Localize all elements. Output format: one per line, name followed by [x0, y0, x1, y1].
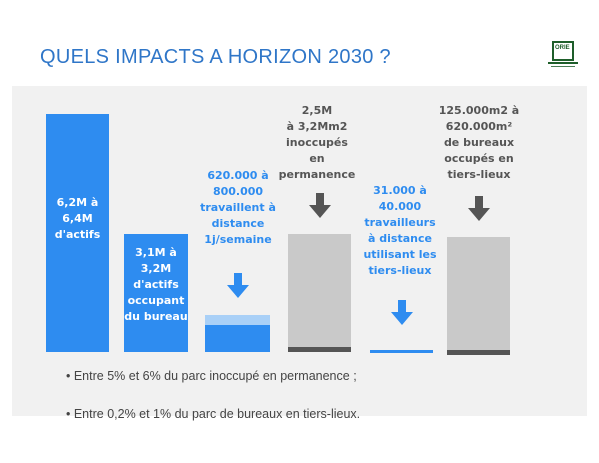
bar-distance [205, 325, 270, 352]
bar-bureau-label: 3,1M à 3,2M d'actifs occupant du bureau [124, 246, 188, 323]
bar-distance-top [205, 315, 270, 325]
orie-logo-icon: ORIE [548, 41, 578, 71]
arrow-down-icon [227, 273, 249, 298]
arrow-down-icon [468, 196, 490, 221]
bar-actifs-label: 6,2M à 6,4M d'actifs [54, 196, 101, 241]
inoccupes-label: 2,5M à 3,2Mm2 inoccupés en permanence [278, 104, 356, 181]
slide-title: QUELS IMPACTS A HORIZON 2030 ? [40, 46, 391, 68]
arrow-down-icon [309, 193, 331, 218]
bar-tiers-travailleurs [370, 350, 433, 353]
tiers-travailleurs-label: 31.000 à 40.000 travailleurs à distance … [363, 184, 437, 277]
bar-inoccupes [288, 234, 351, 347]
bar-tiers-bureaux-strip [447, 350, 510, 355]
bullet-tiers-lieux: • Entre 0,2% et 1% du parc de bureaux en… [66, 407, 361, 421]
bullet-inoccupe: • Entre 5% et 6% du parc inoccupé en per… [66, 369, 357, 383]
bar-bureau [124, 234, 188, 352]
bar-tiers-bureaux [447, 237, 510, 350]
arrow-down-icon [391, 300, 413, 325]
tiers-bureaux-label: 125.000m2 à 620.000m² de bureaux occupés… [438, 104, 520, 181]
bar-actifs [46, 114, 109, 352]
bar-inoccupes-strip [288, 347, 351, 352]
distance-label: 620.000 à 800.000 travaillent à distance… [200, 169, 276, 246]
